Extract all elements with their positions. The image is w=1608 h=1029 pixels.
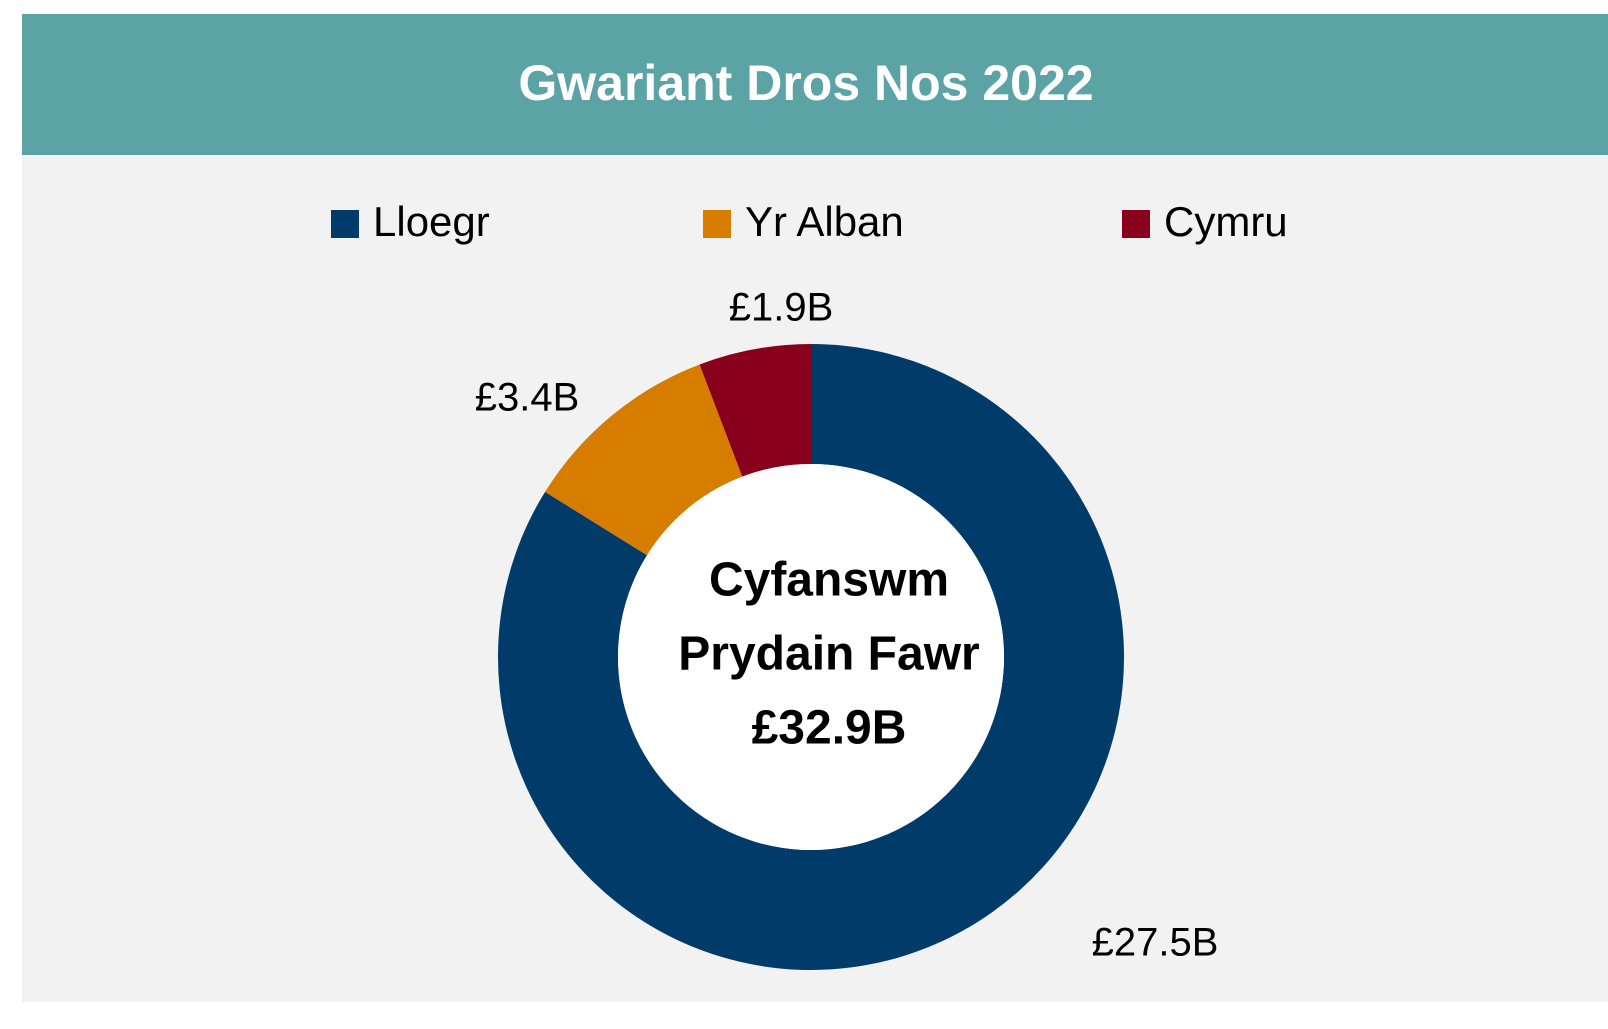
legend-swatch — [1122, 210, 1150, 238]
center-label: £32.9B — [752, 702, 907, 755]
value-label: £27.5B — [1092, 921, 1219, 965]
donut-slice — [498, 344, 1124, 970]
legend-swatch — [703, 210, 731, 238]
center-label: Cyfanswm — [709, 554, 949, 607]
donut-slice — [699, 344, 811, 477]
legend-label: Lloegr — [373, 198, 490, 245]
donut-slice — [545, 364, 743, 556]
legend-label: Yr Alban — [745, 198, 904, 245]
value-label: £3.4B — [475, 376, 580, 420]
chart-title: Gwariant Dros Nos 2022 — [518, 55, 1093, 111]
legend-swatch — [331, 210, 359, 238]
donut-hole — [618, 464, 1004, 850]
header-bar — [22, 14, 1608, 155]
value-label: £1.9B — [729, 286, 834, 330]
legend-label: Cymru — [1164, 198, 1288, 245]
center-label: Prydain Fawr — [678, 628, 979, 681]
